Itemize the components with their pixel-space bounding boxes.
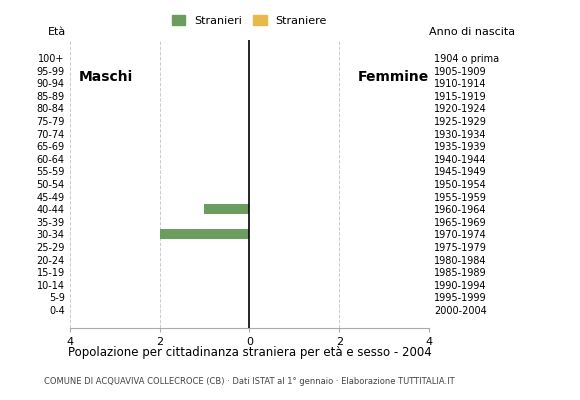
Legend: Stranieri, Straniere: Stranieri, Straniere bbox=[168, 11, 331, 30]
Bar bbox=[160, 229, 249, 239]
Text: COMUNE DI ACQUAVIVA COLLECROCE (CB) · Dati ISTAT al 1° gennaio · Elaborazione TU: COMUNE DI ACQUAVIVA COLLECROCE (CB) · Da… bbox=[44, 377, 455, 386]
Bar bbox=[204, 204, 249, 214]
Text: Anno di nascita: Anno di nascita bbox=[429, 27, 515, 37]
Text: Età: Età bbox=[48, 27, 66, 37]
Text: Femmine: Femmine bbox=[358, 70, 429, 84]
Text: Maschi: Maschi bbox=[78, 70, 133, 84]
Text: Popolazione per cittadinanza straniera per età e sesso - 2004: Popolazione per cittadinanza straniera p… bbox=[67, 346, 432, 359]
